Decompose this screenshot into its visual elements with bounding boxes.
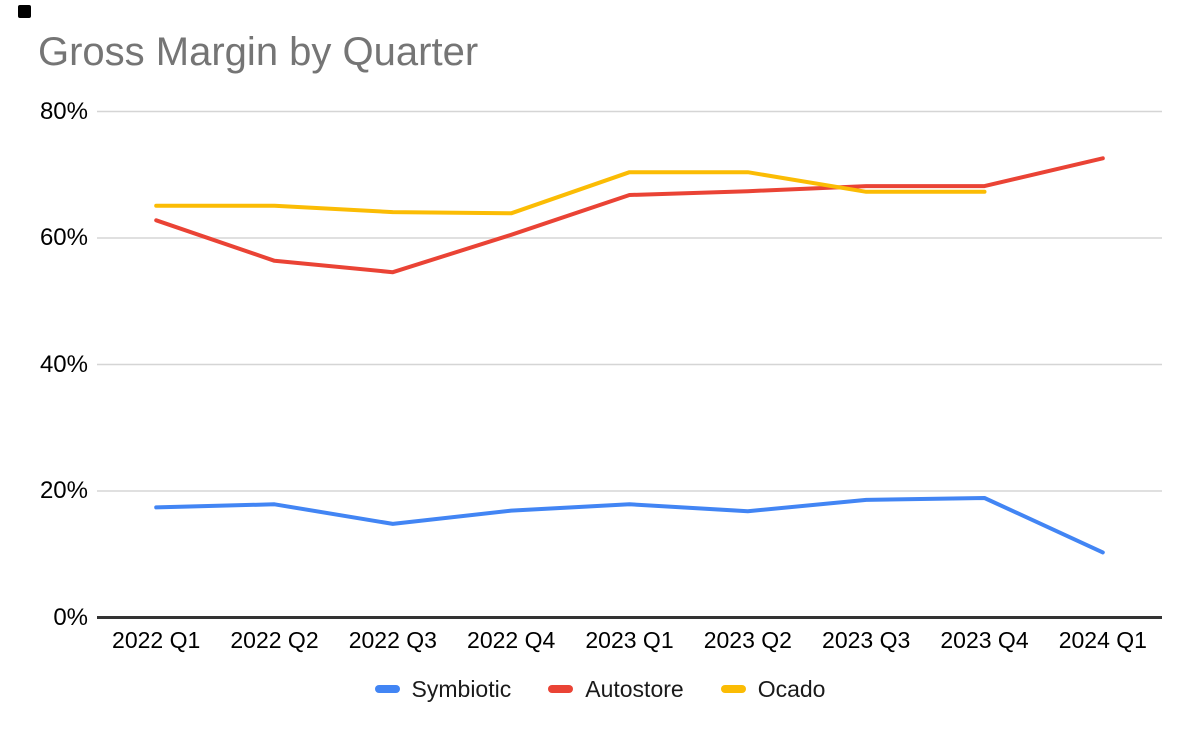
legend-item-symbiotic: Symbiotic: [374, 676, 512, 702]
x-tick-label: 2024 Q1: [1058, 627, 1147, 653]
legend-label: Ocado: [757, 676, 826, 702]
legend: Symbiotic Autostore Ocado: [0, 676, 1200, 702]
x-tick-label: 2023 Q3: [822, 627, 911, 653]
legend-item-ocado: Ocado: [720, 676, 826, 702]
y-tick-label-0%: 0%: [53, 603, 88, 631]
series-line-symbiotic: [154, 496, 1105, 555]
x-tick-label: 2023 Q1: [585, 627, 674, 653]
x-tick-label: 2022 Q2: [230, 627, 319, 653]
chart-title: Gross Margin by Quarter: [38, 30, 479, 74]
legend-label: Symbiotic: [411, 676, 512, 702]
x-tick-label: 2022 Q1: [112, 627, 201, 653]
legend-item-autostore: Autostore: [548, 676, 684, 702]
x-tick-label: 2023 Q4: [940, 627, 1029, 653]
x-tick-label: 2022 Q3: [348, 627, 437, 653]
corner-mark: [18, 5, 31, 18]
legend-swatch-icon: [548, 685, 574, 693]
y-tick-label-20%: 20%: [39, 477, 88, 504]
series-line-ocado: [154, 170, 987, 216]
legend-swatch-icon: [720, 685, 746, 693]
y-tick-label-40%: 40%: [39, 350, 88, 378]
series-line-autostore: [154, 156, 1105, 275]
y-tick-label-80%: 80%: [39, 97, 88, 125]
x-tick-label: 2022 Q4: [467, 627, 556, 653]
legend-swatch-icon: [374, 685, 400, 693]
legend-label: Autostore: [585, 676, 684, 702]
x-tick-label: 2023 Q2: [703, 627, 792, 653]
y-tick-label-60%: 60%: [39, 224, 88, 251]
